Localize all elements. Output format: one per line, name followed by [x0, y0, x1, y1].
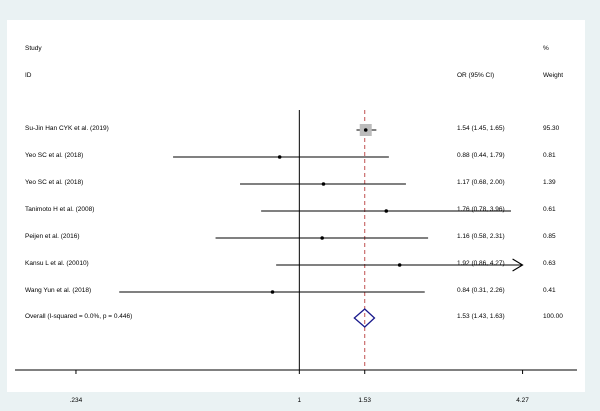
x-tick-label: 1.53: [358, 397, 372, 404]
header-percent: %: [543, 45, 549, 52]
study-weight: 1.39: [543, 179, 556, 186]
header-study: Study: [25, 45, 42, 52]
header-weight: Weight: [543, 72, 564, 79]
study-weight: 0.81: [543, 152, 556, 159]
study-or-ci: 1.76 (0.78, 3.96): [457, 206, 505, 213]
ci-arrow: [512, 258, 524, 272]
study-label: Kansu L et al. (20010): [25, 260, 89, 267]
study-label: Tanimoto H et al. (2008): [25, 206, 95, 213]
study-or-ci: 1.16 (0.58, 2.31): [457, 233, 505, 240]
header-or-ci: OR (95% CI): [457, 72, 495, 79]
point-estimate: [363, 128, 368, 132]
study-or-ci: 0.84 (0.31, 2.26): [457, 287, 505, 294]
overall-label: Overall (I-squared = 0.0%, p = 0.446): [25, 313, 133, 320]
study-label: Peijen et al. (2016): [25, 233, 80, 240]
x-tick-label: 1: [297, 397, 302, 404]
overall-weight: 100.00: [543, 313, 563, 320]
study-weight: 0.61: [543, 206, 556, 213]
header-id: ID: [25, 72, 32, 79]
point-estimate: [397, 263, 402, 267]
study-label: Wang Yun et al. (2018): [25, 287, 92, 294]
study-label: Yeo SC et al. (2018): [25, 179, 84, 186]
x-tick-label: .234: [69, 397, 83, 404]
point-estimate: [384, 209, 389, 213]
forest-plot-panel: Study ID OR (95% CI) % Weight Su-Jin Han…: [7, 20, 585, 404]
point-estimate: [270, 290, 275, 294]
study-or-ci: 1.17 (0.68, 2.00): [457, 179, 505, 186]
point-estimate: [320, 236, 324, 240]
study-weight: 0.41: [543, 287, 556, 294]
study-or-ci: 0.88 (0.44, 1.79): [457, 152, 505, 159]
overall-or-ci: 1.53 (1.43, 1.63): [457, 313, 505, 320]
forest-plot-svg: [15, 110, 577, 374]
study-weight: 0.85: [543, 233, 556, 240]
point-estimate: [321, 182, 326, 186]
study-or-ci: 1.54 (1.45, 1.65): [457, 125, 505, 132]
x-tick-label: 4.27: [516, 397, 529, 404]
study-weight: 95.30: [543, 125, 560, 132]
overall-diamond: [353, 308, 376, 328]
point-estimate: [277, 155, 282, 159]
study-label: Yeo SC et al. (2018): [25, 152, 84, 159]
study-weight: 0.63: [543, 260, 556, 267]
study-label: Su-Jin Han CYK et al. (2019): [25, 125, 109, 132]
study-or-ci: 1.92 (0.86, 4.27): [457, 260, 505, 267]
